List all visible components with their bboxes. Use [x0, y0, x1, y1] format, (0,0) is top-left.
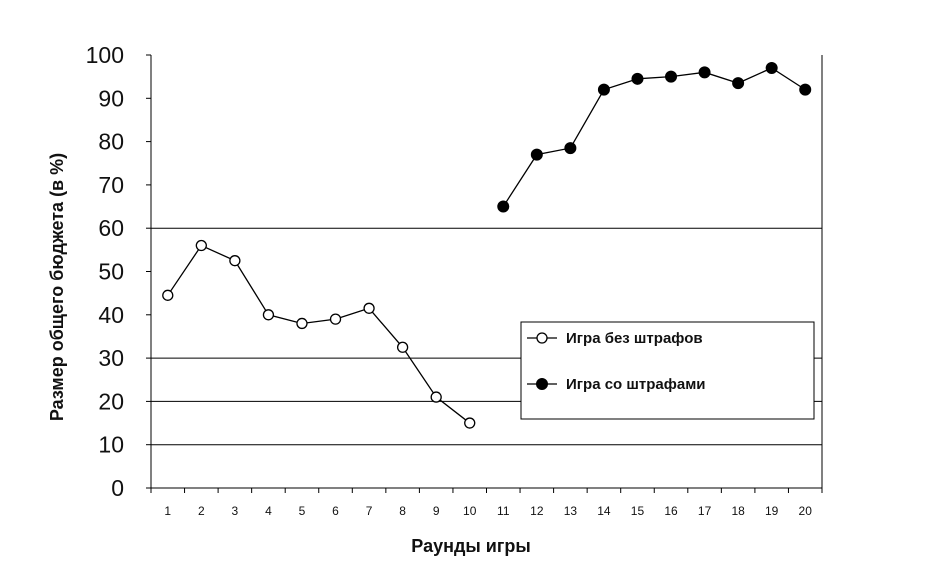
x-tick-label: 14: [597, 504, 611, 518]
x-tick-label: 2: [198, 504, 205, 518]
y-tick-label: 90: [98, 85, 124, 111]
x-tick-label: 15: [631, 504, 645, 518]
data-point-filled: [530, 148, 543, 161]
data-point-filled: [665, 70, 678, 83]
data-point-open: [262, 309, 275, 321]
series-group: [162, 61, 812, 429]
legend: Игра без штрафов Игра со штрафами: [520, 321, 815, 420]
y-tick-label: 100: [86, 42, 124, 68]
x-axis-title: Раунды игры: [411, 536, 530, 556]
data-point-filled: [698, 66, 711, 79]
x-tick-label: 5: [299, 504, 306, 518]
data-point-open: [229, 255, 241, 267]
x-tick-label: 16: [664, 504, 678, 518]
y-axis-title: Размер общего бюджета (в %): [47, 153, 67, 421]
y-tick-label: 10: [98, 432, 124, 458]
data-point-open: [363, 302, 375, 314]
y-tick-label: 80: [98, 129, 124, 155]
y-tick-label: 30: [98, 345, 124, 371]
y-tick-label: 0: [111, 475, 124, 501]
data-point-filled: [564, 142, 577, 155]
y-tick-label: 50: [98, 259, 124, 285]
x-tick-label: 10: [463, 504, 477, 518]
legend-marker-penalty: [536, 378, 548, 390]
x-tick-label: 12: [530, 504, 544, 518]
data-point-open: [464, 417, 476, 429]
x-tick-labels: 1 2 3 4 5 6 7 8 9 10 11 12 13 14 15 16 17 18 19 20: [164, 504, 812, 518]
data-point-open: [329, 313, 342, 325]
data-point-filled: [732, 77, 745, 90]
x-tick-label: 8: [399, 504, 406, 518]
data-point-open: [296, 317, 308, 330]
data-point-open: [430, 391, 442, 403]
y-tick-label: 60: [98, 215, 124, 241]
data-point-filled: [631, 72, 644, 85]
x-tick-label: 6: [332, 504, 339, 518]
x-tick-label: 18: [731, 504, 745, 518]
x-tick-label: 4: [265, 504, 272, 518]
y-tick-labels: 0 10 20 30 40 50 60 70 80 90 100: [86, 42, 124, 501]
x-tick-label: 7: [366, 504, 373, 518]
series-line-2: [502, 67, 806, 207]
y-tick-label: 20: [98, 388, 124, 414]
legend-marker-no-penalty: [536, 332, 548, 344]
legend-label-no-penalty: Игра без штрафов: [566, 330, 703, 347]
x-tick-label: 9: [433, 504, 440, 518]
data-point-open: [396, 341, 409, 353]
data-point-filled: [799, 83, 812, 96]
data-point-open: [195, 239, 207, 252]
legend-label-penalty: Игра со штрафами: [566, 376, 706, 393]
x-tick-label: 3: [232, 504, 239, 518]
data-point-filled: [597, 83, 610, 96]
x-tick-label: 20: [799, 504, 813, 518]
data-point-filled: [497, 200, 510, 213]
x-tick-label: 17: [698, 504, 712, 518]
y-tick-label: 70: [98, 172, 124, 198]
series-line-1: [167, 244, 471, 424]
y-tick-label: 40: [98, 302, 124, 328]
x-tick-label: 13: [564, 504, 578, 518]
axes: [146, 54, 823, 493]
legend-box: [520, 321, 815, 420]
data-point-open: [162, 289, 174, 301]
x-tick-label: 11: [497, 504, 510, 518]
x-tick-label: 1: [164, 504, 171, 518]
x-tick-label: 19: [765, 504, 779, 518]
data-point-filled: [765, 61, 778, 74]
